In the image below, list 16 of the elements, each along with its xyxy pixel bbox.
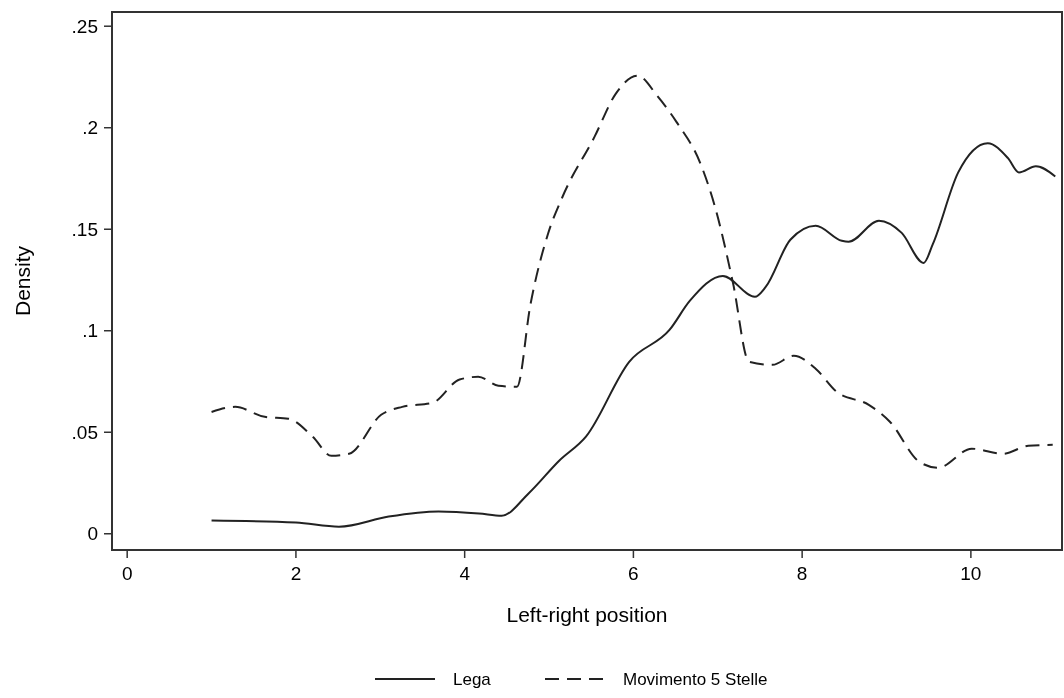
x-tick-label: 6 [628,563,639,584]
y-tick-label: .1 [82,320,98,342]
y-tick-label: .15 [71,218,98,240]
x-tick-label: 10 [960,563,982,584]
y-tick-label: .05 [71,421,98,443]
y-tick-label: .25 [71,15,98,37]
x-tick-label: 4 [459,563,471,584]
legend-label: Lega [453,670,492,689]
x-tick-label: 8 [796,563,808,584]
legend-label: Movimento 5 Stelle [623,670,768,689]
y-axis-title: Density [11,245,34,317]
x-tick-label: 0 [121,563,133,584]
x-tick-label: 2 [290,563,302,584]
y-tick-label: .2 [82,117,98,139]
y-tick-label: 0 [87,523,98,545]
x-axis-title: Left-right position [506,603,668,626]
